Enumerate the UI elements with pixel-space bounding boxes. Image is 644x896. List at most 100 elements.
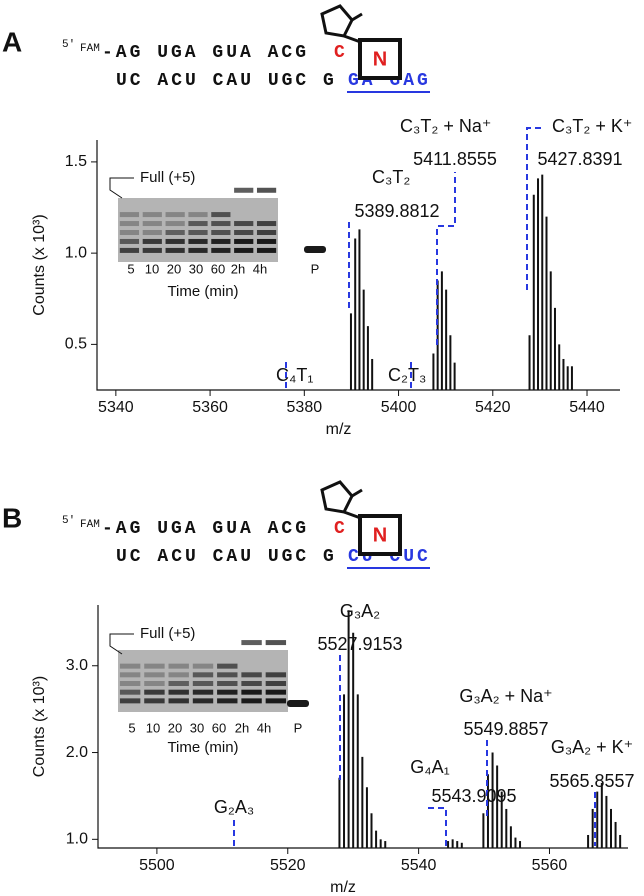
- gel-band: [217, 681, 238, 686]
- annotation-guide: [428, 807, 447, 846]
- prime-label: 5′: [62, 39, 75, 51]
- gel-band: [241, 672, 262, 678]
- gel-band: [256, 230, 277, 235]
- annotation-guide: [436, 172, 456, 345]
- gel-band: [211, 238, 231, 244]
- annotation: G₃A₂: [340, 601, 380, 621]
- x-tick-label: 5420: [475, 399, 511, 416]
- ring-icon: [320, 4, 354, 38]
- lane-label: 60: [211, 261, 225, 276]
- lane-label: 2h: [235, 720, 249, 735]
- lane-label: 5: [127, 261, 134, 276]
- y-tick-label: 1.0: [65, 244, 87, 261]
- gel-band: [265, 640, 287, 646]
- gel-band: [241, 698, 262, 704]
- annotation: G₄A₁: [410, 757, 449, 777]
- gel-band: [265, 698, 287, 704]
- bottom-strand: UC ACU CAU UGC G: [116, 547, 337, 567]
- gel-band: [119, 247, 140, 253]
- modifier-box: [358, 514, 402, 556]
- lane-label: 4h: [253, 261, 267, 276]
- gel-band: [142, 230, 162, 235]
- gel-band: [234, 238, 254, 244]
- x-axis-label: m/z: [326, 421, 352, 438]
- gel-band: [256, 187, 277, 193]
- y-tick-label: 3.0: [66, 657, 88, 674]
- lane-label: P: [311, 261, 320, 276]
- lane-label: 30: [190, 720, 204, 735]
- gel-band: [142, 212, 162, 218]
- y-tick-label: 1.5: [65, 153, 87, 170]
- gel-band: [188, 247, 208, 253]
- x-tick-label: 5380: [287, 399, 323, 416]
- gel-band: [188, 221, 208, 227]
- gel-band: [265, 689, 287, 695]
- gel-band: [165, 212, 185, 218]
- y-tick-label: 1.0: [66, 831, 88, 848]
- panel-label: B: [2, 502, 22, 533]
- modifier-label: N: [373, 48, 387, 70]
- gel-band: [119, 221, 140, 227]
- y-tick-label: 0.5: [65, 336, 87, 353]
- annotation: 5527.9153: [317, 634, 402, 654]
- gel-band: [265, 681, 287, 686]
- gel-band: [168, 689, 189, 695]
- gel-band: [165, 221, 185, 227]
- bottom-strand: UC ACU CAU UGC G: [116, 71, 337, 91]
- x-tick-label: 5540: [401, 857, 437, 874]
- annotation: G₃A₂ + K⁺: [551, 737, 633, 757]
- gel-band: [192, 672, 214, 678]
- annotation: C₃T₂ + Na⁺: [400, 116, 491, 136]
- lane-label: P: [294, 720, 303, 735]
- gel-band: [119, 212, 140, 218]
- inset-arrow: [109, 633, 134, 655]
- gel-band: [211, 212, 231, 218]
- annotation: 5543.9095: [431, 786, 516, 806]
- gel-band: [119, 689, 141, 695]
- tag-label: FAM: [80, 43, 100, 55]
- modified-base: C: [334, 43, 348, 63]
- gel-band: [211, 221, 231, 227]
- gel-band: [168, 672, 189, 678]
- gel-band: [142, 247, 162, 253]
- annotation: G₂A₃: [214, 797, 254, 817]
- gel-band: [211, 230, 231, 235]
- gel-band: [168, 698, 189, 704]
- panel-label: A: [2, 26, 22, 57]
- gel-band: [119, 230, 140, 235]
- annotation-guide: [526, 127, 545, 290]
- x-tick-label: 5520: [270, 857, 306, 874]
- gel-band: [234, 187, 254, 193]
- x-tick-label: 5340: [98, 399, 134, 416]
- gel-band: [256, 238, 277, 244]
- gel-band: [144, 698, 165, 704]
- annotation: 5389.8812: [354, 201, 439, 221]
- lane-label: 10: [146, 720, 160, 735]
- gel-band: [217, 663, 238, 669]
- gel-band: [188, 238, 208, 244]
- gel-band: [188, 212, 208, 218]
- gel-band: [119, 672, 141, 678]
- gel-band: [119, 663, 141, 669]
- y-axis-label: Counts (x 10³): [31, 676, 48, 777]
- gel-band: [188, 230, 208, 235]
- gel-band: [241, 640, 262, 646]
- annotation: C₃T₂: [372, 167, 410, 187]
- lane-label: 60: [212, 720, 226, 735]
- lane-label: 2h: [231, 261, 245, 276]
- lane-label: 30: [189, 261, 203, 276]
- annotation: 5565.8557: [549, 771, 634, 791]
- inset-title: Full (+5): [140, 625, 195, 642]
- gel-band: [217, 672, 238, 678]
- lane-label: 4h: [257, 720, 271, 735]
- annotation: 5411.8555: [413, 149, 497, 169]
- gel-band: [165, 238, 185, 244]
- gel-band: [234, 247, 254, 253]
- gel-band: [144, 663, 165, 669]
- lane-label: 20: [168, 720, 182, 735]
- lane-label: 10: [145, 261, 159, 276]
- gel-band: [304, 246, 326, 253]
- ring-methyl: [351, 488, 363, 498]
- gel-band: [217, 698, 238, 704]
